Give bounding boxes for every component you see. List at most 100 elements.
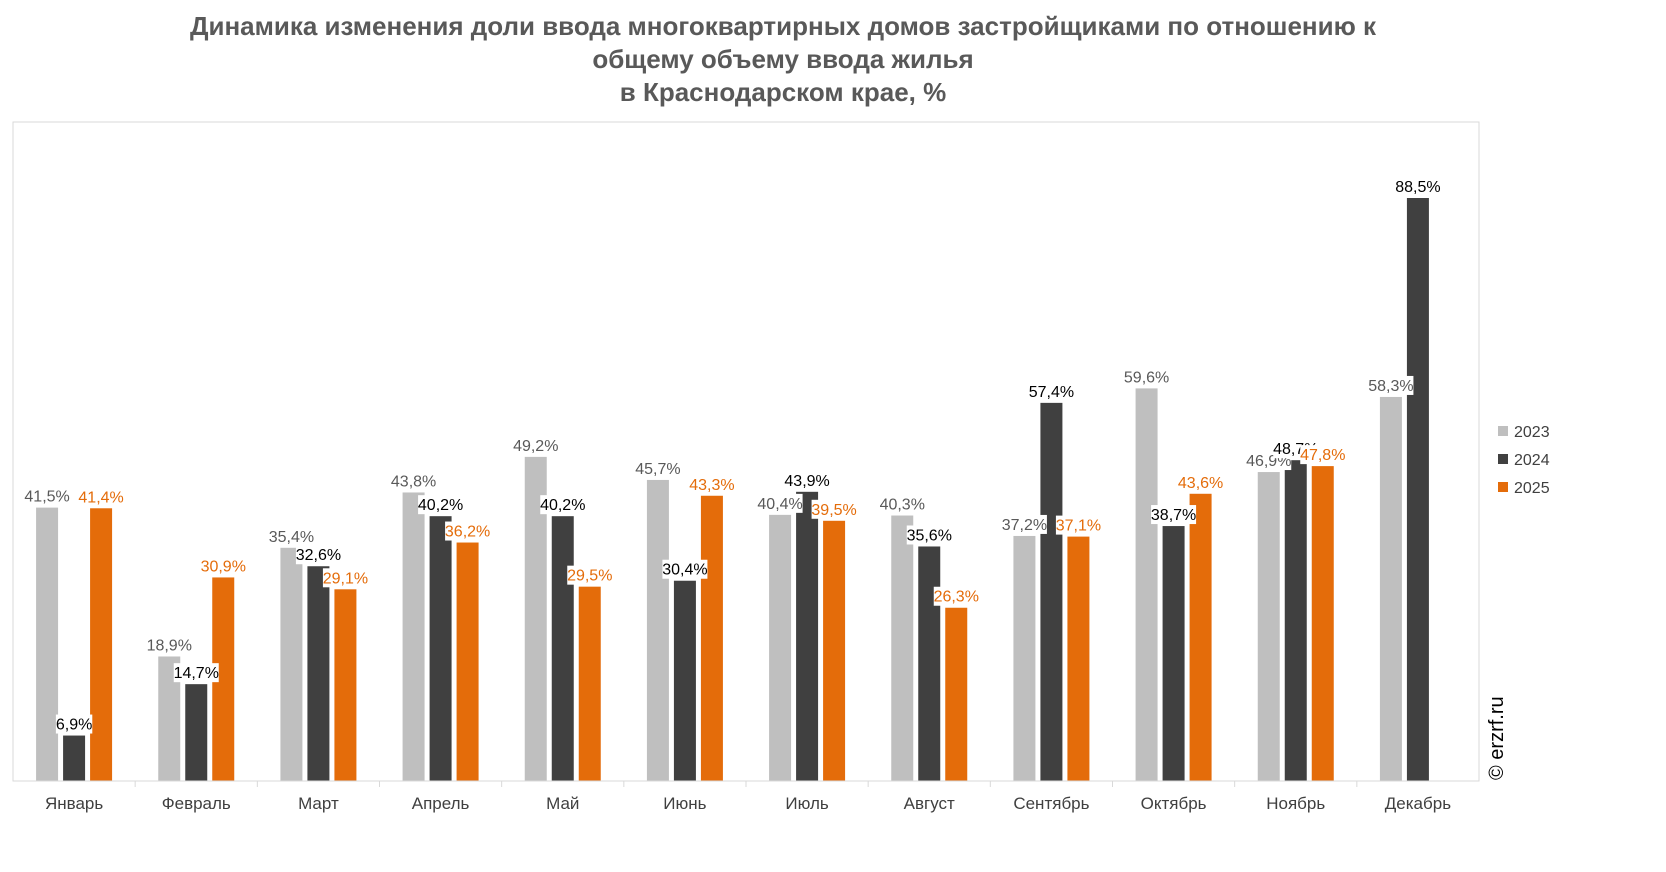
value-label-2024-октябрь: 38,7% <box>1151 507 1196 524</box>
value-label-2025-август: 26,3% <box>934 589 979 606</box>
value-label-bg <box>295 545 341 565</box>
value-label-bg <box>567 565 613 585</box>
category-label-октябрь: Октябрь <box>1141 794 1207 813</box>
bar-2024-август <box>918 546 941 781</box>
value-labels-layer: 41,5% 6,9% 41,4% 18,9% 14,7% 30,9% 35,4%32,6% 2… <box>24 177 1441 734</box>
value-label-bg <box>811 499 857 519</box>
legend-swatch-2025 <box>1498 482 1508 492</box>
value-label-2023-октябрь: 59,6% <box>1124 369 1169 386</box>
value-label-2025-сентябрь: 37,1% <box>1056 518 1101 535</box>
category-label-сентябрь: Сентябрь <box>1013 794 1089 813</box>
value-label-bg <box>906 525 952 545</box>
value-label-bg <box>1300 445 1346 465</box>
bar-2025-ноябрь <box>1311 466 1334 781</box>
category-label-март: Март <box>298 794 339 813</box>
bar-2024-сентябрь <box>1040 402 1063 781</box>
category-label-июль: Июль <box>785 794 829 813</box>
bar-2023-июль <box>769 514 792 781</box>
category-label-декабрь: Декабрь <box>1385 794 1451 813</box>
value-label-bg <box>1124 367 1170 387</box>
value-label-2024-июнь: 30,4% <box>662 562 707 579</box>
bar-2025-июнь <box>700 495 723 781</box>
value-label-2025-февраль: 30,9% <box>201 558 246 575</box>
legend-swatch-2023 <box>1498 426 1508 436</box>
value-label-bg <box>78 487 124 507</box>
bar-2024-ноябрь <box>1284 460 1307 781</box>
chart-title-line-3: в Краснодарском крае, % <box>619 77 947 107</box>
value-label-2025-июль: 39,5% <box>811 502 856 519</box>
bar-2024-октябрь <box>1162 526 1185 781</box>
bar-2025-октябрь <box>1189 493 1212 781</box>
value-label-2023-май: 49,2% <box>513 438 558 455</box>
value-label-2025-май: 29,5% <box>567 568 612 585</box>
bar-2023-октябрь <box>1135 388 1158 781</box>
value-label-bg <box>391 471 437 491</box>
value-label-bg <box>879 494 925 514</box>
value-label-2024-январь: 6,9% <box>56 717 92 734</box>
value-label-bg <box>635 458 681 478</box>
category-label-февраль: Февраль <box>162 794 231 813</box>
bar-2024-февраль <box>185 684 208 781</box>
value-label-bg <box>1178 472 1224 492</box>
bar-2025-сентябрь <box>1067 536 1090 781</box>
value-label-bg <box>200 556 246 576</box>
legend-swatch-2024 <box>1498 454 1508 464</box>
bar-2025-август <box>945 607 968 781</box>
value-label-2023-декабрь: 58,3% <box>1368 378 1413 395</box>
value-label-2024-март: 32,6% <box>296 547 341 564</box>
watermark: © erzrf.ru <box>1486 696 1508 780</box>
category-axis: Январь Февраль Март Апрель Май Июнь Июль Август… <box>13 780 1479 813</box>
value-label-2023-апрель: 43,8% <box>391 473 436 490</box>
category-label-май: Май <box>546 794 579 813</box>
bar-2023-апрель <box>402 492 425 781</box>
bar-2024-декабрь <box>1406 198 1429 781</box>
bar-2023-сентябрь <box>1013 535 1036 781</box>
value-label-2024-июль: 43,9% <box>784 473 829 490</box>
bar-2023-февраль <box>158 656 181 781</box>
chart-title: Динамика изменения доли ввода многокварт… <box>0 10 1566 109</box>
value-label-2023-август: 40,3% <box>880 497 925 514</box>
value-label-bg <box>173 663 219 683</box>
category-label-ноябрь: Ноябрь <box>1266 794 1325 813</box>
category-label-январь: Январь <box>45 794 103 813</box>
bar-2025-июль <box>823 520 846 781</box>
value-label-2024-август: 35,6% <box>907 527 952 544</box>
value-label-bg <box>268 526 314 546</box>
value-label-bg <box>1028 381 1074 401</box>
value-label-bg <box>1151 505 1197 525</box>
bar-2025-май <box>578 586 601 781</box>
value-label-2023-июнь: 45,7% <box>635 461 680 478</box>
value-label-bg <box>1395 177 1441 196</box>
value-label-bg <box>445 521 491 541</box>
value-label-2024-декабрь: 88,5% <box>1395 179 1440 196</box>
bar-2024-июль <box>796 491 819 781</box>
legend-label-2024: 2024 <box>1514 452 1550 469</box>
bar-2023-август <box>891 515 914 781</box>
bar-2023-май <box>524 456 547 781</box>
legend-label-2023: 2023 <box>1514 424 1550 441</box>
value-label-bg <box>662 559 708 579</box>
value-label-2024-май: 40,2% <box>540 497 585 514</box>
value-label-bg <box>540 495 586 515</box>
bar-2023-март <box>280 547 303 781</box>
value-label-bg <box>146 635 192 655</box>
bar-2024-апрель <box>429 516 452 781</box>
value-label-2023-февраль: 18,9% <box>147 637 192 654</box>
value-label-bg <box>1001 514 1047 534</box>
legend: 2023 2024 2025 <box>1498 424 1550 497</box>
value-label-bg <box>757 493 803 513</box>
bar-2023-июнь <box>646 479 669 781</box>
legend-label-2025: 2025 <box>1514 480 1550 497</box>
value-label-bg <box>513 435 559 455</box>
value-label-2025-апрель: 36,2% <box>445 524 490 541</box>
value-label-2024-февраль: 14,7% <box>174 665 219 682</box>
bar-2025-март <box>334 589 357 781</box>
bar-2025-февраль <box>212 577 235 781</box>
value-label-bg <box>322 568 368 588</box>
value-label-2025-январь: 41,4% <box>78 489 123 506</box>
bar-2023-декабрь <box>1379 396 1402 781</box>
value-label-2023-январь: 41,5% <box>24 489 69 506</box>
value-label-2023-март: 35,4% <box>269 529 314 546</box>
chart-title-line-1: Динамика изменения доли ввода многокварт… <box>189 11 1377 41</box>
